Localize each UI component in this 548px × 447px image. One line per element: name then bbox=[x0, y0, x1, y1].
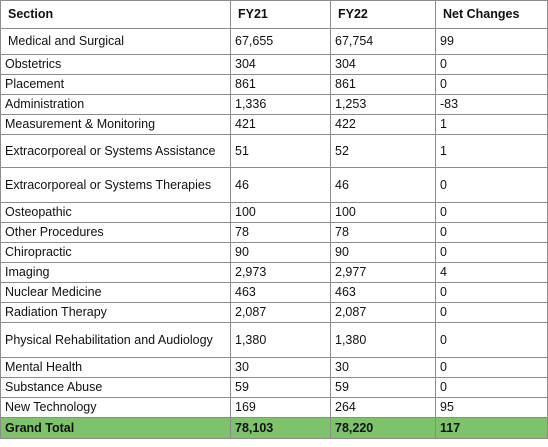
section-cell: Extracorporeal or Systems Therapies bbox=[0, 167, 231, 203]
net-change-cell: 0 bbox=[435, 322, 548, 358]
fy21-cell: 1,336 bbox=[230, 94, 331, 115]
fy22-cell: 52 bbox=[330, 134, 436, 168]
fy22-cell: 1,380 bbox=[330, 322, 436, 358]
section-cell: New Technology bbox=[0, 397, 231, 418]
fy22-cell: 463 bbox=[330, 282, 436, 303]
net-change-cell: 0 bbox=[435, 302, 548, 323]
fy22-cell: 78 bbox=[330, 222, 436, 243]
section-cell: Chiropractic bbox=[0, 242, 231, 263]
section-cell: Placement bbox=[0, 74, 231, 95]
fy22-cell: 30 bbox=[330, 357, 436, 378]
fy21-cell: 46 bbox=[230, 167, 331, 203]
fy21-cell: 1,380 bbox=[230, 322, 331, 358]
net-change-cell: 95 bbox=[435, 397, 548, 418]
net-change-cell: 0 bbox=[435, 357, 548, 378]
net-change-cell: 0 bbox=[435, 282, 548, 303]
net-change-cell: -83 bbox=[435, 94, 548, 115]
total-fy21-cell: 78,103 bbox=[230, 417, 331, 439]
net-change-cell: 0 bbox=[435, 167, 548, 203]
total-net-change-cell: 117 bbox=[435, 417, 548, 439]
fy22-cell: 2,977 bbox=[330, 262, 436, 283]
table-row: Imaging 2,973 2,977 4 bbox=[0, 262, 548, 283]
section-cell: Radiation Therapy bbox=[0, 302, 231, 323]
net-change-cell: 0 bbox=[435, 222, 548, 243]
fy22-cell: 1,253 bbox=[330, 94, 436, 115]
table-row: Extracorporeal or Systems Therapies 46 4… bbox=[0, 167, 548, 203]
net-change-cell: 0 bbox=[435, 74, 548, 95]
fy21-cell: 2,087 bbox=[230, 302, 331, 323]
section-cell: Medical and Surgical bbox=[0, 28, 231, 55]
table-row: Nuclear Medicine 463 463 0 bbox=[0, 282, 548, 303]
fy22-cell: 67,754 bbox=[330, 28, 436, 55]
fy21-cell: 90 bbox=[230, 242, 331, 263]
section-cell: Measurement & Monitoring bbox=[0, 114, 231, 135]
section-cell: Extracorporeal or Systems Assistance bbox=[0, 134, 231, 168]
table-row: Placement 861 861 0 bbox=[0, 74, 548, 95]
section-cell: Other Procedures bbox=[0, 222, 231, 243]
table-row: Radiation Therapy 2,087 2,087 0 bbox=[0, 302, 548, 323]
table-row: Administration 1,336 1,253 -83 bbox=[0, 94, 548, 115]
fy21-cell: 169 bbox=[230, 397, 331, 418]
fy22-cell: 861 bbox=[330, 74, 436, 95]
table-row: Osteopathic 100 100 0 bbox=[0, 202, 548, 223]
fy22-cell: 304 bbox=[330, 54, 436, 75]
section-cell: Imaging bbox=[0, 262, 231, 283]
fy21-cell: 59 bbox=[230, 377, 331, 398]
fy21-cell: 463 bbox=[230, 282, 331, 303]
table-row: Substance Abuse 59 59 0 bbox=[0, 377, 548, 398]
header-net-changes: Net Changes bbox=[435, 0, 548, 29]
section-cell: Obstetrics bbox=[0, 54, 231, 75]
table-row: New Technology 169 264 95 bbox=[0, 397, 548, 418]
net-change-cell: 99 bbox=[435, 28, 548, 55]
total-label-cell: Grand Total bbox=[0, 417, 231, 439]
net-change-cell: 0 bbox=[435, 242, 548, 263]
fy22-cell: 2,087 bbox=[330, 302, 436, 323]
table-row: Other Procedures 78 78 0 bbox=[0, 222, 548, 243]
table-row: Medical and Surgical 67,655 67,754 99 bbox=[0, 28, 548, 55]
table-row: Obstetrics 304 304 0 bbox=[0, 54, 548, 75]
fy21-cell: 421 bbox=[230, 114, 331, 135]
table-row: Measurement & Monitoring 421 422 1 bbox=[0, 114, 548, 135]
header-section: Section bbox=[0, 0, 231, 29]
net-change-cell: 0 bbox=[435, 54, 548, 75]
table-row: Chiropractic 90 90 0 bbox=[0, 242, 548, 263]
net-change-cell: 0 bbox=[435, 202, 548, 223]
fy21-cell: 861 bbox=[230, 74, 331, 95]
section-cell: Mental Health bbox=[0, 357, 231, 378]
net-change-cell: 4 bbox=[435, 262, 548, 283]
fy22-cell: 90 bbox=[330, 242, 436, 263]
fy22-cell: 422 bbox=[330, 114, 436, 135]
fy22-cell: 100 bbox=[330, 202, 436, 223]
fy22-cell: 264 bbox=[330, 397, 436, 418]
fy21-cell: 30 bbox=[230, 357, 331, 378]
grand-total-row: Grand Total 78,103 78,220 117 bbox=[0, 417, 548, 439]
net-change-cell: 1 bbox=[435, 134, 548, 168]
net-change-cell: 1 bbox=[435, 114, 548, 135]
fy21-cell: 67,655 bbox=[230, 28, 331, 55]
table-row: Mental Health 30 30 0 bbox=[0, 357, 548, 378]
fy22-cell: 46 bbox=[330, 167, 436, 203]
fy21-cell: 78 bbox=[230, 222, 331, 243]
table-row: Extracorporeal or Systems Assistance 51 … bbox=[0, 134, 548, 168]
header-fy21: FY21 bbox=[230, 0, 331, 29]
table-row: Physical Rehabilitation and Audiology 1,… bbox=[0, 322, 548, 358]
fy22-cell: 59 bbox=[330, 377, 436, 398]
fy21-cell: 304 bbox=[230, 54, 331, 75]
header-row: Section FY21 FY22 Net Changes bbox=[0, 0, 548, 29]
header-fy22: FY22 bbox=[330, 0, 436, 29]
net-change-cell: 0 bbox=[435, 377, 548, 398]
fy21-cell: 2,973 bbox=[230, 262, 331, 283]
fy21-cell: 100 bbox=[230, 202, 331, 223]
section-cell: Physical Rehabilitation and Audiology bbox=[0, 322, 231, 358]
section-cell: Osteopathic bbox=[0, 202, 231, 223]
total-fy22-cell: 78,220 bbox=[330, 417, 436, 439]
fy21-cell: 51 bbox=[230, 134, 331, 168]
section-cell: Administration bbox=[0, 94, 231, 115]
section-cell: Substance Abuse bbox=[0, 377, 231, 398]
section-cell: Nuclear Medicine bbox=[0, 282, 231, 303]
